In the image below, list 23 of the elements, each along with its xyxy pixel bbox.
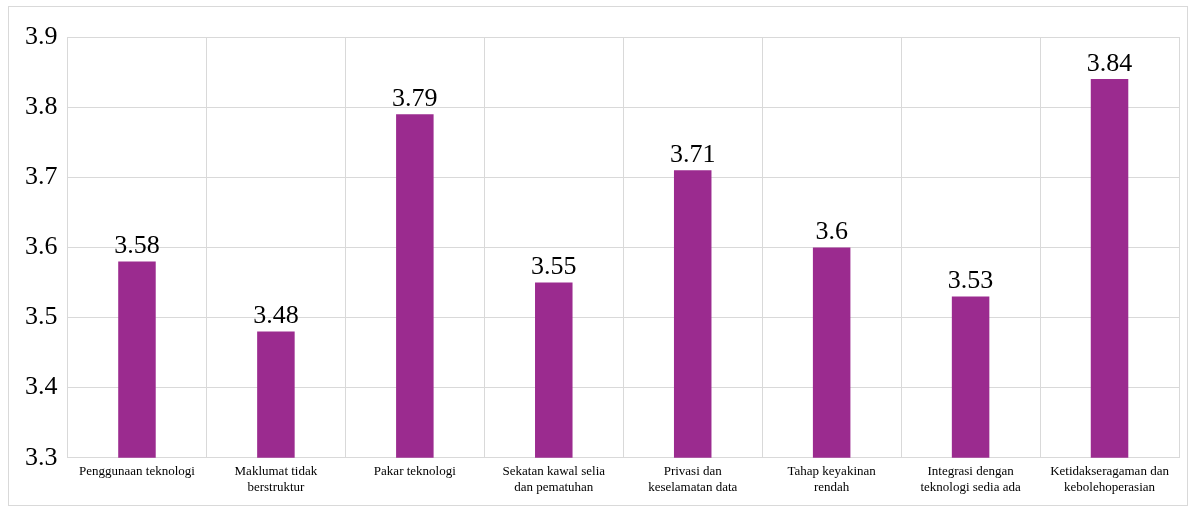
data-label: 3.84	[1086, 47, 1133, 77]
y-tick-label: 3.7	[25, 161, 58, 191]
x-tick-label: Privasi dan keselamatan data	[648, 463, 738, 494]
y-tick-label: 3.3	[25, 441, 58, 471]
x-tick-label: Integrasi dengan teknologi sedia ada	[920, 463, 1021, 494]
x-tick-label: Maklumat tidak berstruktur	[234, 463, 318, 494]
y-tick-label: 3.9	[25, 20, 58, 50]
data-label: 3.48	[253, 300, 299, 330]
y-tick-label: 3.6	[25, 231, 58, 261]
x-tick-label: Penggunaan teknologi	[79, 463, 196, 479]
y-tick-label: 3.8	[25, 90, 58, 120]
y-tick-label: 3.4	[25, 371, 58, 401]
data-label: 3.79	[392, 82, 438, 112]
x-tick-label: Ketidakseragaman dan kebolehoperasian	[1050, 463, 1170, 494]
data-label: 3.71	[669, 139, 716, 169]
x-tick-label: Tahap keyakinan rendah	[787, 463, 877, 494]
data-label: 3.53	[947, 265, 994, 295]
data-label: 3.58	[114, 230, 160, 260]
data-label: 3.55	[531, 251, 577, 281]
x-tick-label: Pakar teknologi	[373, 463, 457, 479]
y-tick-label: 3.5	[25, 301, 58, 331]
data-label: 3.6	[815, 216, 848, 246]
x-tick-label: Sekatan kawal selia dan pematuhan	[502, 463, 606, 494]
